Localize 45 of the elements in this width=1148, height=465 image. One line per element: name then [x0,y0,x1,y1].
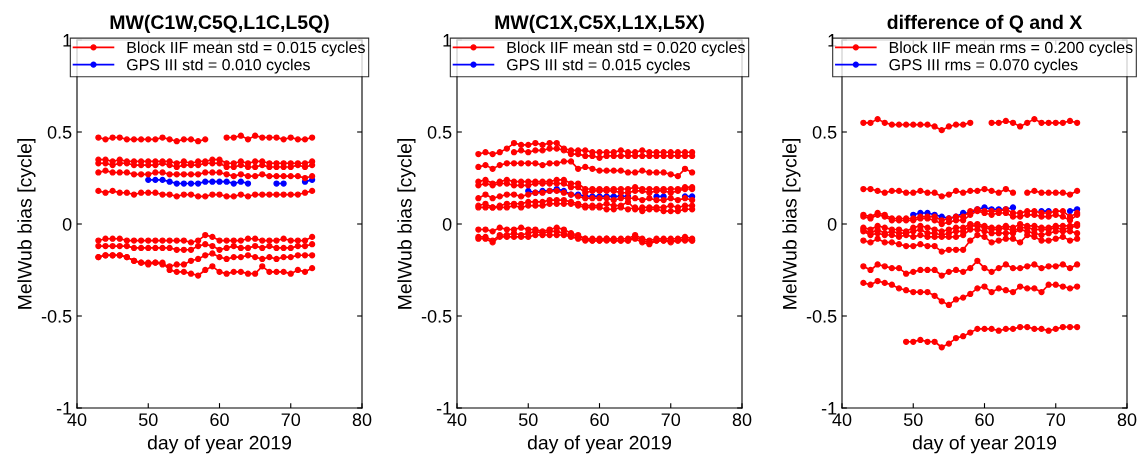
y-tick-label: -1 [436,402,452,415]
y-axis-title: MelWub bias [cycle] [397,139,416,309]
legend-label: GPS III std = 0.015 cycles [507,58,690,74]
chart-title: difference of Q and X [887,14,1083,33]
x-tick-label: 40 [447,413,467,427]
legend-label: Block IIF mean rms = 0.200 cycles [889,41,1133,57]
legend-label: Block IIF mean std = 0.020 cycles [507,41,745,57]
x-tick-label: 60 [975,413,994,427]
legend-label: GPS III rms = 0.070 cycles [889,58,1078,74]
x-tick-label: 70 [1046,413,1066,427]
x-tick-label: 50 [138,413,158,427]
x-tick-label: 50 [518,413,538,427]
x-tick-label: 60 [210,413,229,427]
x-tick-label: 70 [281,413,301,427]
legend-label: Block IIF mean std = 0.015 cycles [127,41,365,57]
x-axis-title: day of year 2019 [527,435,672,454]
x-axis-title: day of year 2019 [147,435,292,454]
y-tick-label: 1 [828,34,837,47]
y-tick-label: 0 [62,217,72,231]
y-tick-label: 0.5 [812,125,837,139]
y-tick-label: 0.5 [47,125,72,139]
y-tick-label: 0 [827,217,837,231]
chart-title: MW(C1X,C5X,L1X,L5X) [495,14,704,33]
x-tick-label: 80 [352,413,372,427]
y-tick-label: 1 [443,34,452,47]
x-tick-label: 40 [832,413,852,427]
y-tick-label: 1 [63,34,72,47]
chart-title: MW(C1W,C5Q,L1C,L5Q) [110,14,329,33]
x-tick-label: 70 [661,413,681,427]
x-tick-label: 40 [67,413,87,427]
x-tick-label: 80 [1117,413,1137,427]
legend-label: GPS III std = 0.010 cycles [127,58,310,74]
y-tick-label: 0.5 [427,125,452,139]
y-axis-title: MelWub bias [cycle] [782,139,801,309]
x-tick-label: 80 [732,413,752,427]
x-tick-label: 50 [903,413,923,427]
y-tick-label: -1 [821,402,837,415]
x-axis-title: day of year 2019 [912,435,1057,454]
y-tick-label: -1 [56,402,72,415]
y-tick-label: 0 [442,217,452,231]
x-tick-label: 60 [590,413,609,427]
y-tick-label: -0.5 [421,309,452,323]
y-tick-label: -0.5 [41,309,72,323]
y-tick-label: -0.5 [806,309,837,323]
y-axis-title: MelWub bias [cycle] [17,139,36,309]
